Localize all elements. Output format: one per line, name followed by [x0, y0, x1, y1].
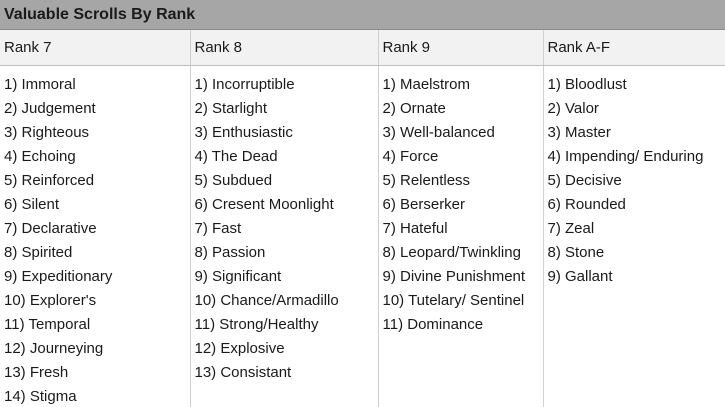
scroll-cell[interactable] [543, 312, 725, 336]
table-row: 4) Echoing 4) The Dead 4) Force 4) Impendin… [0, 144, 725, 168]
scroll-cell[interactable]: 4) Impending/ Enduring [543, 144, 725, 168]
scroll-cell[interactable]: 2) Valor [543, 96, 725, 120]
table-row: 14) Stigma [0, 384, 725, 407]
scroll-cell[interactable]: 7) Declarative [0, 216, 191, 240]
scroll-cell[interactable]: 8) Stone [543, 240, 725, 264]
scroll-cell[interactable]: 4) Force [378, 144, 544, 168]
scroll-cell[interactable]: 3) Righteous [0, 120, 191, 144]
scroll-cell[interactable]: 3) Well-balanced [378, 120, 544, 144]
table-row: 9) Expeditionary 9) Significant 9) Divine … [0, 264, 725, 288]
scroll-cell[interactable]: 9) Divine Punishment [378, 264, 544, 288]
scroll-cell[interactable]: 6) Cresent Moonlight [190, 192, 379, 216]
header-row: Rank 7 Rank 8 Rank 9 Rank A-F [0, 30, 725, 66]
scroll-cell[interactable] [378, 384, 544, 407]
table-row: 10) Explorer's 10) Chance/Armadillo 10) Tu… [0, 288, 725, 312]
scroll-list: 1) Immoral 1) Incorruptible 1) Maelstrom 1)… [0, 72, 725, 407]
scroll-cell[interactable]: 10) Tutelary/ Sentinel [378, 288, 544, 312]
scroll-cell[interactable]: 1) Maelstrom [378, 72, 544, 96]
spacer-cell [190, 65, 379, 72]
scroll-cell[interactable]: 2) Ornate [378, 96, 544, 120]
spacer-row [0, 65, 725, 72]
scroll-cell[interactable]: 2) Starlight [190, 96, 379, 120]
spacer-cell [0, 65, 191, 72]
scroll-cell[interactable]: 6) Rounded [543, 192, 725, 216]
scroll-cell[interactable]: 2) Judgement [0, 96, 191, 120]
scroll-cell[interactable] [378, 360, 544, 384]
scroll-cell[interactable]: 1) Immoral [0, 72, 191, 96]
sheet-title: Valuable Scrolls By Rank [0, 0, 725, 30]
scroll-cell[interactable]: 5) Relentless [378, 168, 544, 192]
table-row: 7) Declarative 7) Fast 7) Hateful 7) Zeal [0, 216, 725, 240]
scroll-cell[interactable]: 8) Leopard/Twinkling [378, 240, 544, 264]
scroll-cell[interactable]: 1) Bloodlust [543, 72, 725, 96]
scroll-cell[interactable]: 8) Passion [190, 240, 379, 264]
scroll-cell[interactable]: 4) The Dead [190, 144, 379, 168]
scroll-cell[interactable]: 6) Berserker [378, 192, 544, 216]
scroll-cell[interactable] [543, 288, 725, 312]
scroll-cell[interactable] [543, 360, 725, 384]
scroll-cell[interactable] [543, 336, 725, 360]
table-row: 8) Spirited 8) Passion 8) Leopard/Twinklin… [0, 240, 725, 264]
table-row: 6) Silent 6) Cresent Moonlight 6) Berserke… [0, 192, 725, 216]
scroll-cell[interactable]: 13) Fresh [0, 360, 191, 384]
scroll-cell[interactable]: 6) Silent [0, 192, 191, 216]
scroll-cell[interactable]: 7) Fast [190, 216, 379, 240]
table-row: 11) Temporal 11) Strong/Healthy 11) Domina… [0, 312, 725, 336]
scroll-cell[interactable]: 10) Chance/Armadillo [190, 288, 379, 312]
scroll-cell[interactable]: 12) Explosive [190, 336, 379, 360]
scroll-cell[interactable]: 8) Spirited [0, 240, 191, 264]
column-header-rank-7: Rank 7 [0, 30, 191, 66]
scroll-cell[interactable]: 10) Explorer's [0, 288, 191, 312]
scroll-cell[interactable] [190, 384, 379, 407]
scroll-cell[interactable]: 11) Strong/Healthy [190, 312, 379, 336]
scroll-cell[interactable]: 5) Subdued [190, 168, 379, 192]
scroll-cell[interactable]: 9) Gallant [543, 264, 725, 288]
scroll-cell[interactable] [543, 384, 725, 407]
scroll-cell[interactable]: 11) Dominance [378, 312, 544, 336]
spacer-cell [543, 65, 725, 72]
column-header-rank-a-f: Rank A-F [543, 30, 725, 66]
scroll-cell[interactable]: 12) Journeying [0, 336, 191, 360]
table-row: 3) Righteous 3) Enthusiastic 3) Well-balan… [0, 120, 725, 144]
table-row: 13) Fresh 13) Consistant [0, 360, 725, 384]
scroll-cell[interactable]: 14) Stigma [0, 384, 191, 407]
scroll-cell[interactable]: 3) Enthusiastic [190, 120, 379, 144]
scroll-cell[interactable]: 11) Temporal [0, 312, 191, 336]
scroll-cell[interactable] [378, 336, 544, 360]
column-header-rank-9: Rank 9 [378, 30, 544, 66]
scroll-cell[interactable]: 5) Reinforced [0, 168, 191, 192]
table-row: 1) Immoral 1) Incorruptible 1) Maelstrom 1)… [0, 72, 725, 96]
table-row: 2) Judgement 2) Starlight 2) Ornate 2) Valo… [0, 96, 725, 120]
scroll-cell[interactable]: 4) Echoing [0, 144, 191, 168]
scroll-cell[interactable]: 9) Expeditionary [0, 264, 191, 288]
scroll-cell[interactable]: 7) Zeal [543, 216, 725, 240]
scroll-cell[interactable]: 13) Consistant [190, 360, 379, 384]
column-header-rank-8: Rank 8 [190, 30, 379, 66]
spacer-cell [378, 65, 544, 72]
scroll-table: Rank 7 Rank 8 Rank 9 Rank A-F 1) Immoral… [0, 30, 725, 407]
scroll-cell[interactable]: 3) Master [543, 120, 725, 144]
table-row: 12) Journeying 12) Explosive [0, 336, 725, 360]
scroll-cell[interactable]: 1) Incorruptible [190, 72, 379, 96]
scroll-cell[interactable]: 5) Decisive [543, 168, 725, 192]
table-row: 5) Reinforced 5) Subdued 5) Relentless 5) D… [0, 168, 725, 192]
scroll-cell[interactable]: 7) Hateful [378, 216, 544, 240]
scroll-cell[interactable]: 9) Significant [190, 264, 379, 288]
